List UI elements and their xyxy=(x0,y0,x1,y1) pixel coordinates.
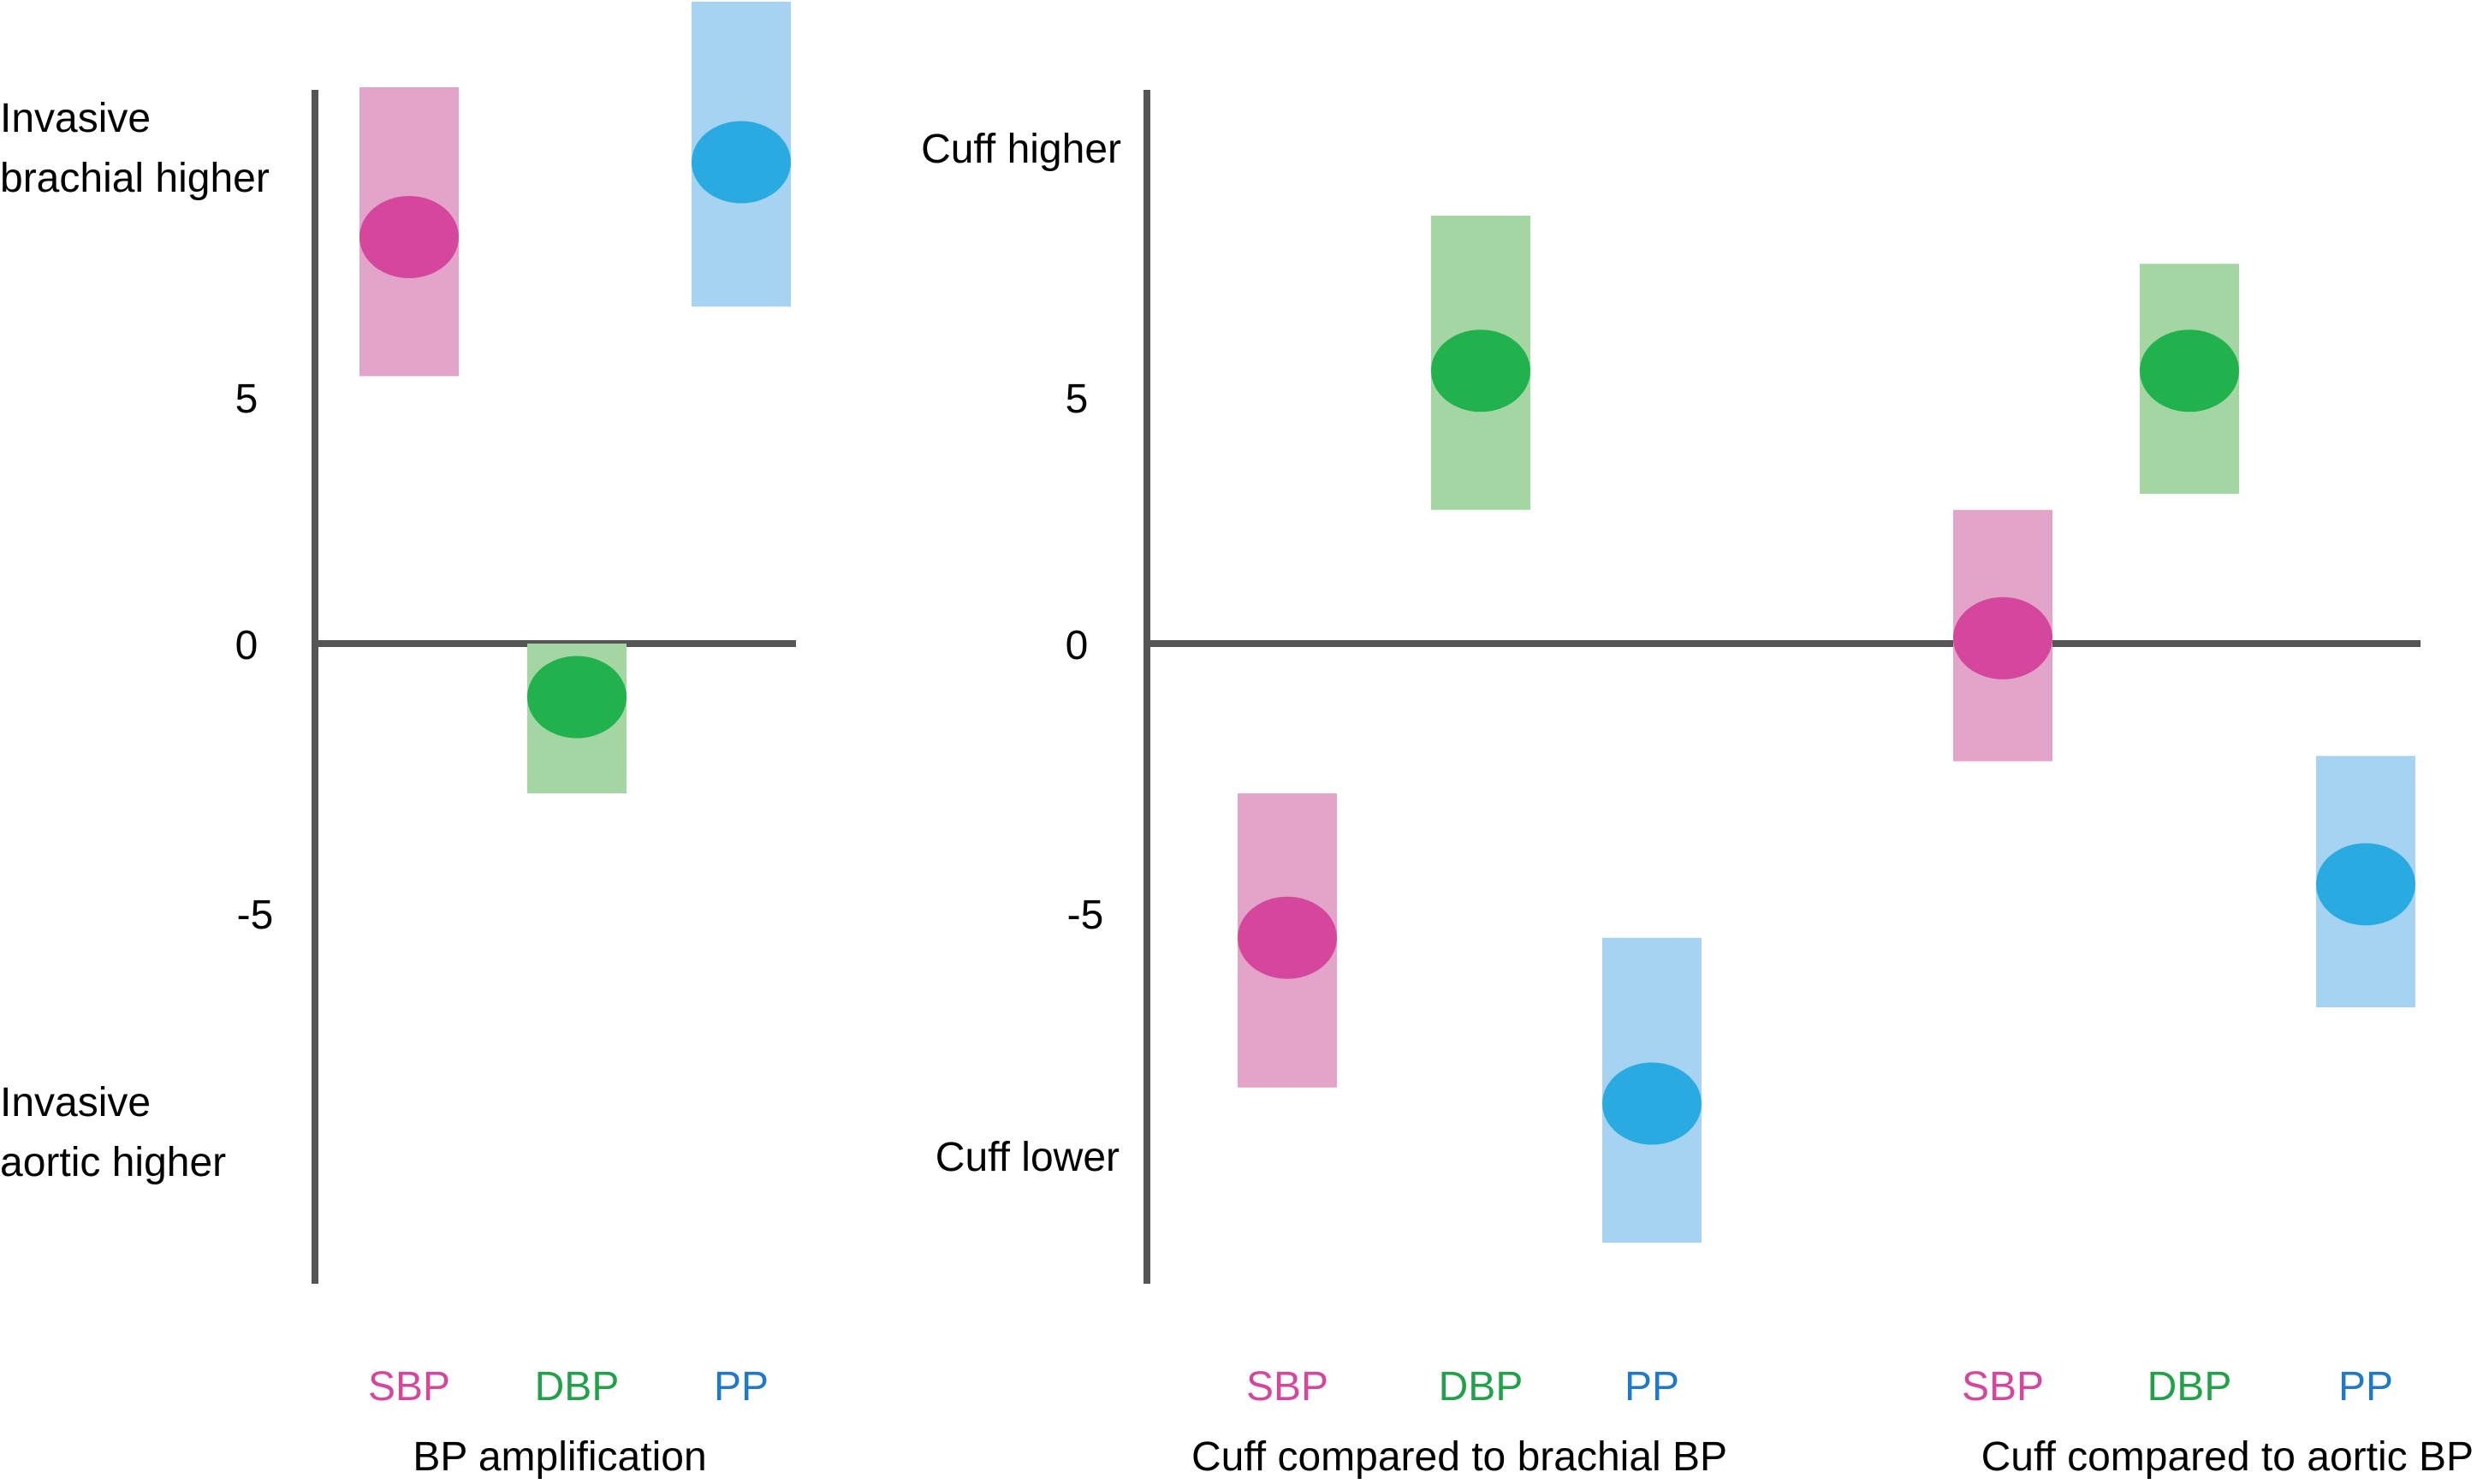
point-pp-panel2 xyxy=(1602,1062,1702,1145)
category-label-pp-panel2: PP xyxy=(1625,1364,1679,1410)
category-label-dbp-panel1: DBP xyxy=(535,1364,620,1410)
category-label-pp-panel3: PP xyxy=(2338,1364,2393,1410)
left-bottom-annotation-line2: aortic higher xyxy=(0,1140,226,1185)
point-pp-panel1 xyxy=(692,121,791,204)
point-dbp-panel3 xyxy=(2140,329,2239,413)
category-label-sbp-panel3: SBP xyxy=(1962,1364,2044,1410)
category-label-sbp-panel1: SBP xyxy=(368,1364,450,1410)
left-tick-label-5: 5 xyxy=(235,377,258,422)
category-label-pp-panel1: PP xyxy=(714,1364,769,1410)
point-pp-panel3 xyxy=(2316,843,2415,926)
left-bottom-annotation-line1: Invasive xyxy=(0,1080,151,1125)
right-tick-label-0: 0 xyxy=(1066,623,1089,668)
right-top-annotation: Cuff higher xyxy=(921,127,1121,172)
left-top-annotation-line1: Invasive xyxy=(0,96,151,141)
panel-title-cuff-vs-brachial: Cuff compared to brachial BP xyxy=(1191,1434,1727,1480)
category-label-sbp-panel2: SBP xyxy=(1246,1364,1328,1410)
panel-title-bp-amplification: BP amplification xyxy=(413,1434,706,1480)
left-top-annotation-line2: brachial higher xyxy=(0,156,270,201)
right-tick-label-minus5: -5 xyxy=(1067,893,1104,938)
left-tick-label-minus5: -5 xyxy=(237,893,274,938)
right-tick-label-5: 5 xyxy=(1066,377,1089,422)
category-label-dbp-panel3: DBP xyxy=(2147,1364,2232,1410)
point-sbp-panel3 xyxy=(1953,597,2052,680)
left-tick-label-0: 0 xyxy=(235,623,258,668)
panel-title-cuff-vs-aortic: Cuff compared to aortic BP xyxy=(1981,1434,2474,1480)
point-sbp-panel1 xyxy=(359,196,459,278)
point-dbp-panel1 xyxy=(527,656,627,739)
right-bottom-annotation: Cuff lower xyxy=(936,1135,1120,1180)
point-sbp-panel2 xyxy=(1238,896,1337,979)
chart-marks: SBP DBP PP SBP DBP PP SBP DBP PP xyxy=(359,2,2415,1410)
point-dbp-panel2 xyxy=(1431,329,1530,413)
category-label-dbp-panel2: DBP xyxy=(1439,1364,1524,1410)
